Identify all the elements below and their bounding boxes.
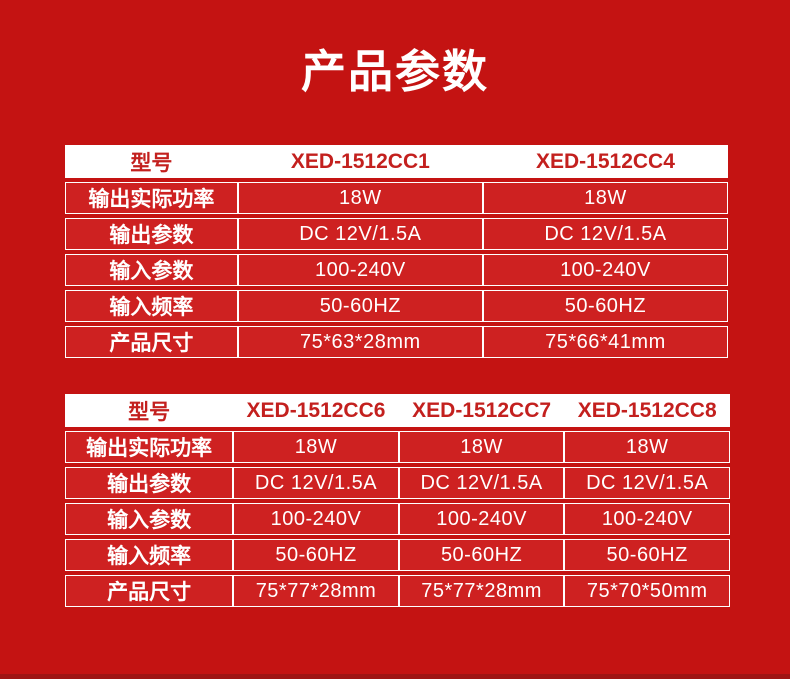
spec-label-cell: 产品尺寸: [65, 326, 238, 358]
spec-label-column-header: 型号: [65, 145, 238, 178]
model-number-header: XED-1512CC6: [233, 394, 399, 427]
spec-value-cell: 50-60HZ: [564, 539, 730, 571]
spec-value-cell: 50-60HZ: [398, 539, 565, 571]
spec-header-row: 型号 XED-1512CC1 XED-1512CC4: [65, 145, 728, 178]
spec-value-cell: 18W: [482, 182, 728, 214]
spec-value-cell: 100-240V: [564, 503, 730, 535]
spec-value-cell: 18W: [233, 431, 399, 463]
spec-header-row: 型号 XED-1512CC6 XED-1512CC7 XED-1512CC8: [65, 394, 730, 427]
spec-value-cell: 100-240V: [237, 254, 483, 286]
spec-value-cell: DC 12V/1.5A: [233, 467, 399, 499]
bottom-divider: [0, 674, 790, 679]
page-title: 产品参数: [300, 46, 489, 97]
spec-label-column-header: 型号: [65, 394, 234, 427]
spec-label-cell: 输入参数: [65, 503, 234, 535]
spec-label-cell: 输入频率: [65, 539, 234, 571]
spec-row: 输入频率 50-60HZ 50-60HZ 50-60HZ: [65, 539, 730, 571]
spec-label-cell: 输出实际功率: [65, 182, 238, 214]
spec-value-cell: 50-60HZ: [482, 290, 728, 322]
spec-row: 输入参数 100-240V 100-240V: [65, 254, 728, 286]
spec-table-models-cc6-cc7-cc8: 型号 XED-1512CC6 XED-1512CC7 XED-1512CC8 输出实际功…: [65, 390, 730, 611]
spec-label-cell: 输入参数: [65, 254, 238, 286]
model-number-header: XED-1512CC8: [564, 394, 730, 427]
product-parameter-sheet: 产品参数 型号 XED-1512CC1 XED-1512CC4 输出实际功率 18W 18…: [0, 46, 790, 679]
spec-label-cell: 输出参数: [65, 467, 234, 499]
spec-row: 输入参数 100-240V 100-240V 100-240V: [65, 503, 730, 535]
spec-row: 输出实际功率 18W 18W: [65, 182, 728, 214]
spec-value-cell: 50-60HZ: [237, 290, 483, 322]
spec-value-cell: 18W: [398, 431, 565, 463]
spec-label-cell: 产品尺寸: [65, 575, 234, 607]
spec-row: 输出参数 DC 12V/1.5A DC 12V/1.5A: [65, 218, 728, 250]
model-number-header: XED-1512CC4: [482, 145, 728, 178]
spec-value-cell: 75*77*28mm: [398, 575, 565, 607]
spec-value-cell: 18W: [237, 182, 483, 214]
spec-value-cell: 100-240V: [398, 503, 565, 535]
spec-label-cell: 输出实际功率: [65, 431, 234, 463]
spec-value-cell: DC 12V/1.5A: [564, 467, 730, 499]
spec-row: 输入频率 50-60HZ 50-60HZ: [65, 290, 728, 322]
spec-value-cell: 75*66*41mm: [482, 326, 728, 358]
spec-value-cell: DC 12V/1.5A: [482, 218, 728, 250]
spec-value-cell: 50-60HZ: [233, 539, 399, 571]
spec-value-cell: DC 12V/1.5A: [398, 467, 565, 499]
spec-value-cell: 75*63*28mm: [237, 326, 483, 358]
spec-label-cell: 输入频率: [65, 290, 238, 322]
spec-value-cell: 100-240V: [233, 503, 399, 535]
spec-row: 产品尺寸 75*77*28mm 75*77*28mm 75*70*50mm: [65, 575, 730, 607]
spec-row: 输出参数 DC 12V/1.5A DC 12V/1.5A DC 12V/1.5A: [65, 467, 730, 499]
spec-row: 输出实际功率 18W 18W 18W: [65, 431, 730, 463]
model-number-header: XED-1512CC1: [237, 145, 483, 178]
spec-row: 产品尺寸 75*63*28mm 75*66*41mm: [65, 326, 728, 358]
spec-table-models-cc1-cc4: 型号 XED-1512CC1 XED-1512CC4 输出实际功率 18W 18W 输出参数…: [65, 141, 728, 362]
spec-value-cell: 18W: [564, 431, 730, 463]
spec-value-cell: DC 12V/1.5A: [237, 218, 483, 250]
spec-label-cell: 输出参数: [65, 218, 238, 250]
spec-value-cell: 100-240V: [482, 254, 728, 286]
spec-value-cell: 75*77*28mm: [233, 575, 399, 607]
model-number-header: XED-1512CC7: [398, 394, 565, 427]
spec-value-cell: 75*70*50mm: [564, 575, 730, 607]
